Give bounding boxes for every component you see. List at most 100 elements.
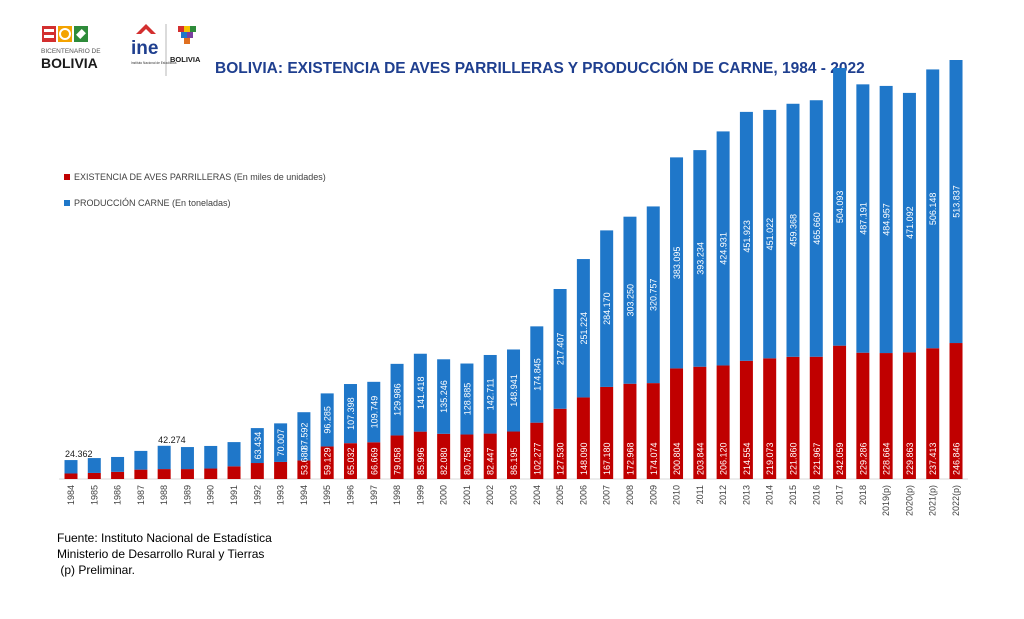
x-tick-label: 2022(p) [951, 485, 961, 516]
x-tick-label: 1991 [229, 485, 239, 505]
x-tick-label: 2021(p) [928, 485, 938, 516]
data-label-aves: 246.846 [952, 442, 962, 475]
data-label-aves: 174.074 [649, 442, 659, 475]
bar-carne [111, 456, 125, 472]
bar-aves [134, 469, 148, 479]
x-tick-label: 2007 [602, 485, 612, 505]
bar-aves [320, 446, 334, 479]
bar-aves [297, 460, 311, 479]
data-label-carne: 459.368 [788, 214, 798, 247]
bar-aves [600, 386, 614, 479]
data-label-aves: 229.863 [905, 442, 915, 475]
bicentenario-name: BOLIVIA [41, 55, 98, 71]
bar-aves [553, 408, 567, 479]
data-label-carne: 303.250 [625, 284, 635, 317]
data-label-carne: 451.022 [765, 218, 775, 251]
bar-aves [879, 353, 893, 479]
data-label-aves: 219.073 [765, 442, 775, 475]
data-label-aves: 82.080 [439, 447, 449, 475]
x-tick-label: 2002 [485, 485, 495, 505]
ine-caption: Instituto Nacional de Estadística [131, 61, 177, 65]
data-label-aves: 80.758 [462, 447, 472, 475]
data-label-aves: 221.967 [812, 442, 822, 475]
bar-carne [809, 100, 823, 357]
data-label-aves: 228.664 [882, 442, 892, 475]
bar-aves [670, 368, 684, 479]
data-label-carne: 284.170 [602, 292, 612, 325]
bar-carne [507, 349, 521, 432]
data-label-carne: 109.749 [369, 396, 379, 429]
bar-aves [949, 343, 963, 479]
bar-aves [343, 443, 357, 479]
bar-aves [367, 442, 381, 479]
data-label-carne: 484.957 [882, 203, 892, 236]
bar-carne [670, 157, 684, 369]
bar-carne [576, 259, 590, 398]
government-name: BOLIVIA [170, 55, 201, 64]
bar-carne [367, 381, 381, 443]
data-label-aves: 200.804 [672, 442, 682, 475]
bar-carne [530, 326, 544, 423]
data-label-aves: 221.860 [788, 442, 798, 475]
x-tick-label: 2020(p) [904, 485, 914, 516]
data-label-aves: 229.286 [858, 442, 868, 475]
data-label-aves: 206.120 [719, 442, 729, 475]
data-label-carne: 487.191 [858, 202, 868, 235]
data-label-carne: 24.362 [65, 449, 93, 459]
bar-aves [413, 431, 427, 479]
bar-carne [274, 423, 288, 462]
x-tick-label: 2008 [625, 485, 635, 505]
bar-aves [530, 422, 544, 479]
x-tick-label: 1986 [113, 485, 123, 505]
data-label-aves: 214.554 [742, 442, 752, 475]
x-tick-label: 2016 [811, 485, 821, 505]
data-label-aves: 172.968 [625, 442, 635, 475]
x-tick-label: 1995 [322, 485, 332, 505]
bar-carne [716, 131, 730, 366]
bar-aves [786, 356, 800, 479]
x-tick-label: 2019(p) [881, 485, 891, 516]
bar-aves [227, 466, 241, 479]
data-label-aves: 82.447 [486, 447, 496, 475]
chart-legend: EXISTENCIA DE AVES PARRILLERAS (En miles… [64, 172, 326, 224]
bar-aves [856, 352, 870, 479]
bar-aves [623, 383, 637, 479]
bar-carne [390, 363, 404, 436]
x-tick-label: 2000 [439, 485, 449, 505]
source-note: Fuente: Instituto Nacional de Estadístic… [57, 530, 272, 578]
data-label-carne: 87.592 [299, 423, 309, 451]
x-tick-label: 2012 [718, 485, 728, 505]
bar-aves [64, 473, 78, 479]
x-tick-label: 2017 [835, 485, 845, 505]
data-label-aves: 53.680 [299, 447, 309, 475]
data-label-carne: 393.234 [695, 242, 705, 275]
bar-aves [460, 434, 474, 479]
data-label-aves: 79.058 [393, 447, 403, 475]
data-label-aves: 242.059 [835, 442, 845, 475]
bar-carne [786, 103, 800, 357]
bar-carne [437, 359, 451, 434]
bar-aves [250, 463, 264, 479]
bar-carne [157, 445, 171, 470]
bar-carne [623, 216, 637, 384]
data-label-carne: 63.434 [253, 432, 263, 460]
x-tick-label: 2011 [695, 485, 705, 504]
x-tick-label: 2004 [532, 485, 542, 505]
bar-carne [693, 150, 707, 367]
x-tick-label: 1992 [252, 485, 262, 505]
bar-aves [157, 469, 171, 479]
x-tick-label: 1984 [66, 485, 76, 505]
data-label-carne: 465.660 [812, 212, 822, 245]
data-label-aves: 127.530 [556, 442, 566, 475]
data-label-carne: 174.845 [532, 358, 542, 391]
bicentenario-caption: BICENTENARIO DE [41, 48, 101, 55]
data-label-carne: 513.837 [952, 185, 962, 218]
bar-carne [343, 384, 357, 444]
x-tick-label: 1994 [299, 485, 309, 505]
data-label-carne: 383.095 [672, 247, 682, 280]
x-tick-label: 1999 [415, 485, 425, 505]
x-tick-label: 2015 [788, 485, 798, 505]
x-tick-label: 1997 [369, 485, 379, 505]
bar-aves [716, 365, 730, 479]
data-label-carne: 504.093 [835, 191, 845, 224]
